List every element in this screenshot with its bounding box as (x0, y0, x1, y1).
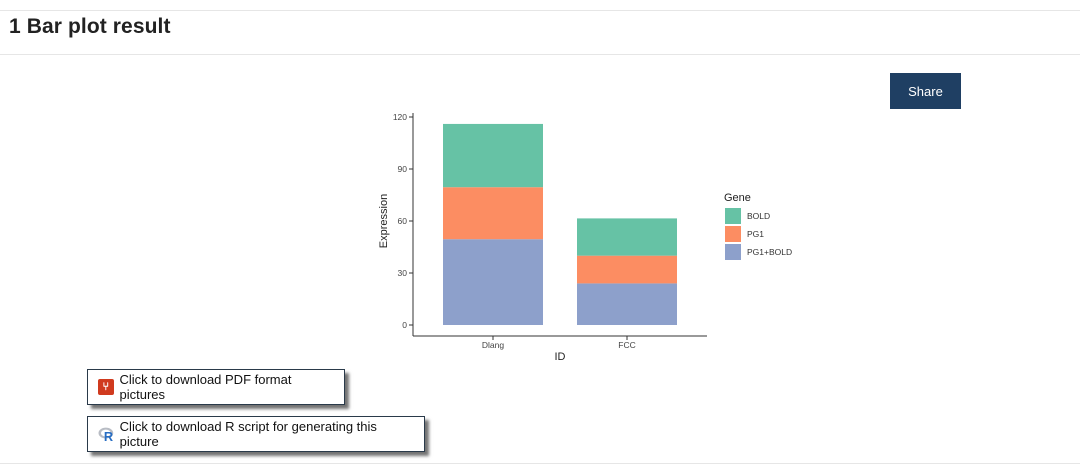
y-tick-label: 120 (393, 112, 407, 122)
download-r-script-button[interactable]: R Click to download R script for generat… (87, 416, 425, 452)
x-tick-label: FCC (618, 340, 635, 350)
top-divider (0, 10, 1080, 11)
share-button[interactable]: Share (890, 73, 961, 109)
legend-label: PG1+BOLD (747, 247, 792, 257)
legend-label: PG1 (747, 229, 764, 239)
legend-swatch (725, 226, 741, 242)
legend-swatch (725, 244, 741, 260)
legend-label: BOLD (747, 211, 770, 221)
legend-swatch (725, 208, 741, 224)
stacked-bar-chart: 0 30 60 90 120 Dlang FCC ID Expression Gene BOLD PG… (378, 112, 792, 363)
bar-segment (577, 283, 677, 325)
bar-segment (577, 218, 677, 256)
download-r-script-label: Click to download R script for generatin… (119, 419, 377, 449)
header-divider (0, 54, 1080, 55)
pdf-file-icon: ⑂ (98, 379, 114, 395)
y-tick-label: 60 (398, 216, 408, 226)
legend-title: Gene (724, 192, 751, 204)
y-tick-label: 30 (398, 268, 408, 278)
bar-segment (443, 187, 543, 240)
svg-text:R: R (104, 429, 113, 442)
section-title: 1 Bar plot result (9, 15, 171, 38)
download-pdf-button[interactable]: ⑂ Click to download PDF format pictures (87, 369, 345, 405)
y-axis-title: Expression (378, 194, 390, 248)
x-axis-title: ID (555, 351, 566, 363)
y-tick-label: 0 (402, 320, 407, 330)
x-tick-label: Dlang (482, 340, 504, 350)
r-logo-icon: R (98, 427, 114, 442)
bar-segment (443, 239, 543, 325)
y-tick-label: 90 (398, 164, 408, 174)
download-pdf-label: Click to download PDF format pictures (119, 372, 292, 402)
bottom-divider (0, 463, 1080, 464)
bar-segment (443, 123, 543, 188)
bar-segment (577, 255, 677, 284)
